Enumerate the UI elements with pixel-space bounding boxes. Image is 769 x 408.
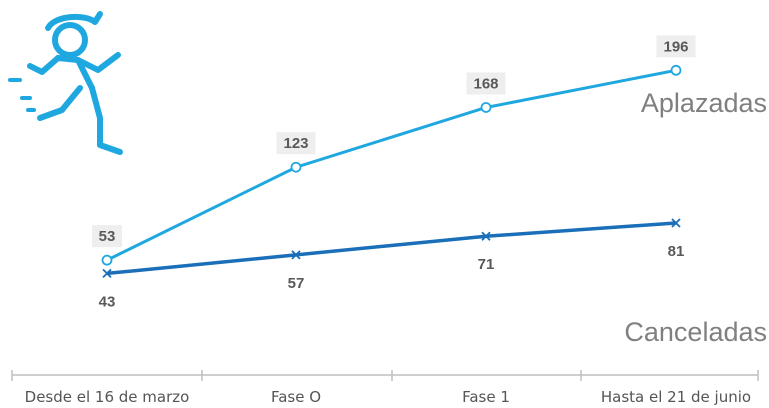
data-label-aplazadas: 196 [663, 38, 688, 55]
series-layer [101, 64, 682, 279]
data-label-canceladas: 71 [478, 256, 495, 273]
x-tick-label: Hasta el 21 de junio [601, 388, 751, 406]
series-name-canceladas: Canceladas [624, 317, 767, 347]
data-point-aplazadas [670, 64, 682, 76]
series-line-aplazadas [106, 68, 677, 262]
data-point-canceladas [481, 231, 491, 241]
x-tick-label: Fase O [271, 388, 321, 406]
data-label-canceladas: 43 [99, 293, 116, 310]
x-axis-tick-labels: Desde el 16 de marzo Fase O Fase 1 Hasta el… [25, 388, 751, 406]
running-person-icon [8, 11, 123, 155]
data-point-aplazadas [290, 161, 302, 173]
data-point-canceladas [102, 268, 112, 279]
series-line-canceladas [106, 221, 677, 276]
x-axis-ticks [11, 370, 759, 381]
data-label-canceladas: 57 [288, 275, 305, 292]
x-tick-label: Fase 1 [462, 388, 510, 406]
x-tick-label: Desde el 16 de marzo [25, 388, 190, 406]
data-label-aplazadas: 53 [99, 228, 116, 245]
data-label-background [656, 35, 696, 58]
data-point-canceladas [671, 218, 681, 228]
data-label-background [92, 225, 122, 248]
data-label-aplazadas: 168 [473, 75, 498, 92]
data-point-canceladas [291, 250, 301, 260]
series-name-aplazadas: Aplazadas [641, 88, 767, 118]
data-point-aplazadas [480, 102, 492, 113]
data-label-background [466, 72, 506, 95]
data-labels-layer: 53 123 168 196 43 57 71 81 [92, 35, 696, 310]
data-label-canceladas: 81 [668, 243, 685, 260]
data-label-aplazadas: 123 [283, 135, 308, 152]
data-point-aplazadas [101, 254, 113, 266]
data-label-background [276, 132, 316, 155]
